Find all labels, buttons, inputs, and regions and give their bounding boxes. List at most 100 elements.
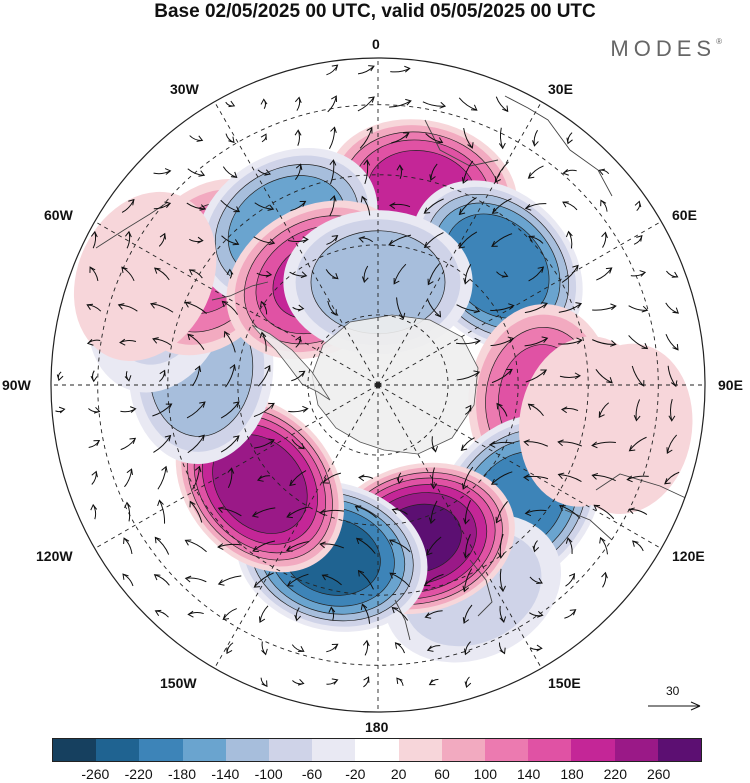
- wind-arrow: [285, 541, 310, 552]
- wind-arrow: [527, 403, 544, 417]
- wind-arrow: [396, 472, 404, 485]
- wind-arrow: [665, 333, 679, 351]
- wind-arrow: [630, 270, 647, 277]
- colorbar-swatch: [528, 739, 572, 761]
- wind-arrow: [295, 335, 302, 348]
- wind-arrow: [628, 507, 648, 515]
- wind-arrow: [153, 168, 172, 175]
- wind-arrow: [461, 466, 474, 490]
- wind-arrow: [532, 129, 539, 147]
- wind-arrow: [558, 337, 583, 345]
- wind-arrow: [456, 370, 481, 381]
- wind-arrow: [596, 267, 613, 281]
- wind-arrow: [192, 365, 202, 387]
- wind-arrow: [566, 132, 573, 145]
- wind-arrow: [217, 506, 242, 517]
- wind-arrow: [259, 331, 267, 352]
- wind-arrow: [426, 536, 442, 556]
- wind-arrow: [498, 642, 506, 655]
- wind-arrow: [187, 168, 206, 177]
- colorbar-swatch: [657, 739, 702, 761]
- colorbar-swatch: [614, 739, 658, 761]
- wind-arrow: [221, 300, 239, 315]
- wind-arrow: [423, 573, 444, 587]
- wind-arrow: [319, 509, 345, 516]
- wind-arrow: [426, 645, 441, 652]
- wind-arrow: [153, 434, 172, 453]
- colorbar-tick-label: 140: [516, 766, 541, 782]
- wind-arrow: [491, 233, 513, 247]
- wind-arrow: [329, 126, 337, 149]
- wind-arrow: [591, 441, 616, 449]
- wind-arrow: [220, 199, 241, 213]
- wind-arrow: [496, 402, 508, 417]
- wind-arrow: [253, 572, 274, 588]
- wind-arrow: [427, 299, 442, 318]
- wind-arrow: [565, 230, 573, 249]
- wind-arrow: [88, 406, 101, 414]
- wind-arrow: [225, 133, 235, 144]
- colorbar-tick-label: -140: [211, 766, 240, 782]
- map-boundary: [50, 57, 706, 713]
- wind-arrow: [559, 505, 581, 519]
- wind-arrow: [495, 96, 509, 113]
- meridian-line: [94, 221, 379, 386]
- wind-arrow: [600, 199, 608, 212]
- wind-arrow: [123, 537, 133, 554]
- wind-arrow: [430, 467, 438, 490]
- wind-arrow: [253, 236, 276, 246]
- wind-arrow: [593, 504, 615, 520]
- wind-arrow: [354, 505, 377, 519]
- wind-arrow: [158, 232, 167, 247]
- wind-arrow: [388, 539, 411, 553]
- wind-arrow: [357, 96, 375, 112]
- wind-arrow: [121, 266, 135, 281]
- wind-arrow: [289, 470, 307, 487]
- wind-arrow: [55, 406, 66, 414]
- wind-arrow: [529, 611, 544, 618]
- wind-arrow: [394, 642, 406, 654]
- wind-arrow: [86, 339, 101, 346]
- wind-arrow: [221, 235, 240, 246]
- wind-arrow: [464, 676, 472, 689]
- wind-arrow: [152, 337, 172, 346]
- wind-arrow: [56, 371, 64, 382]
- wind-arrow: [363, 676, 370, 688]
- wind-arrow: [288, 405, 309, 413]
- wind-arrow: [326, 678, 339, 685]
- wind-arrow: [628, 335, 649, 350]
- colorbar-swatch: [485, 739, 529, 761]
- meridian-line: [377, 384, 662, 549]
- brand-logo: MODES®: [610, 36, 722, 61]
- wind-arrow: [664, 471, 680, 485]
- wind-arrow: [393, 263, 407, 285]
- colorbar-tick-label: 220: [603, 766, 628, 782]
- colorbar-swatch: [269, 739, 313, 761]
- wind-arrow: [124, 501, 131, 522]
- colorbar-swatch: [398, 739, 442, 761]
- wind-arrow: [464, 641, 471, 656]
- wind-arrow: [220, 401, 240, 419]
- wind-arrow: [491, 368, 513, 384]
- wind-arrow: [184, 301, 207, 314]
- wind-arrow: [322, 472, 342, 484]
- wind-arrow: [390, 65, 411, 73]
- wind-arrow: [157, 499, 166, 524]
- wind-arrow: [220, 435, 240, 453]
- wind-arrow: [429, 163, 438, 181]
- wind-arrow: [458, 197, 477, 216]
- wind-arrow: [257, 169, 271, 176]
- wind-arrow: [286, 506, 310, 519]
- wind-arrow: [252, 540, 276, 553]
- wind-arrow: [90, 503, 98, 520]
- wind-arrow: [329, 159, 337, 185]
- wind-arrow: [524, 509, 547, 517]
- wind-arrow: [124, 468, 133, 488]
- wind-arrow: [361, 265, 369, 283]
- wind-arrow: [601, 231, 608, 248]
- wind-arrow: [261, 641, 268, 656]
- wind-arrow: [557, 439, 583, 447]
- colorbar-tick-label: -260: [81, 766, 110, 782]
- wind-arrow: [260, 677, 268, 688]
- wind-arrow: [528, 266, 545, 282]
